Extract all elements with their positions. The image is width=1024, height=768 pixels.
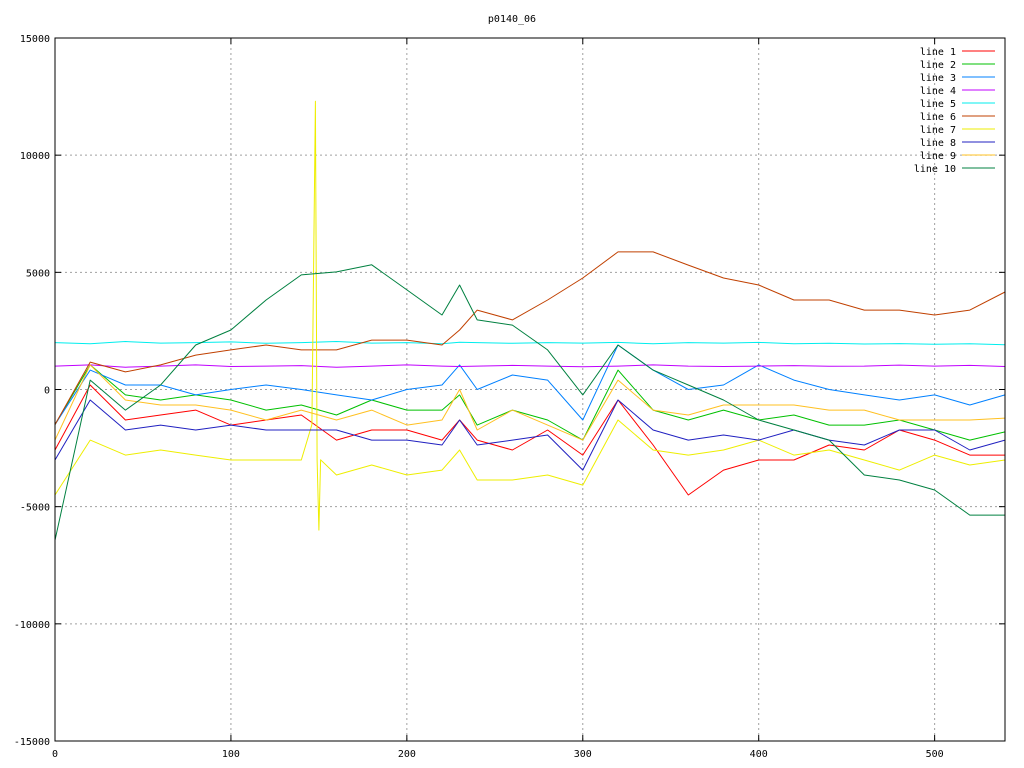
legend-label: line 5 (920, 99, 956, 110)
series-line-3 (54, 344, 1006, 425)
series-line-7 (54, 100, 1006, 531)
x-tick-label: 300 (574, 749, 592, 760)
y-tick-label: 10000 (20, 151, 50, 162)
y-tick-label: 5000 (26, 268, 50, 279)
grid (55, 38, 1005, 741)
y-tick-label: 15000 (20, 34, 50, 45)
y-tick-label: -15000 (14, 737, 50, 748)
axis-ticks: 0 100 200 300 400 500 -15000 -10000 -5000 0 5000 10… (14, 34, 1005, 760)
legend-label: line 4 (920, 86, 956, 97)
series-line-4 (54, 364, 1006, 368)
x-tick-label: 0 (52, 749, 58, 760)
series-line-6 (54, 251, 1006, 425)
series-group (54, 100, 1006, 541)
series-line-9 (54, 364, 1006, 441)
x-tick-label: 500 (926, 749, 944, 760)
legend-label: line 6 (920, 112, 956, 123)
x-tick-label: 200 (398, 749, 416, 760)
series-line-8 (54, 399, 1006, 471)
series-line-5 (54, 341, 1006, 346)
legend-label: line 9 (920, 151, 956, 162)
x-tick-label: 100 (222, 749, 240, 760)
chart-title: p0140_06 (488, 14, 536, 25)
y-tick-label: -5000 (20, 503, 50, 514)
legend-label: line 8 (920, 138, 956, 149)
x-tick-label: 400 (750, 749, 768, 760)
y-tick-label: -10000 (14, 620, 50, 631)
series-line-10 (54, 264, 1005, 541)
series-line-1 (54, 384, 1005, 496)
legend: line 1 line 2 line 3 line 4 line 5 line 6 line… (914, 47, 995, 175)
y-tick-label: 0 (44, 386, 50, 397)
legend-label: line 7 (920, 125, 956, 136)
legend-label: line 2 (920, 60, 956, 71)
legend-label: line 1 (920, 47, 956, 58)
legend-label: line 3 (920, 73, 956, 84)
legend-label: line 10 (914, 164, 956, 175)
